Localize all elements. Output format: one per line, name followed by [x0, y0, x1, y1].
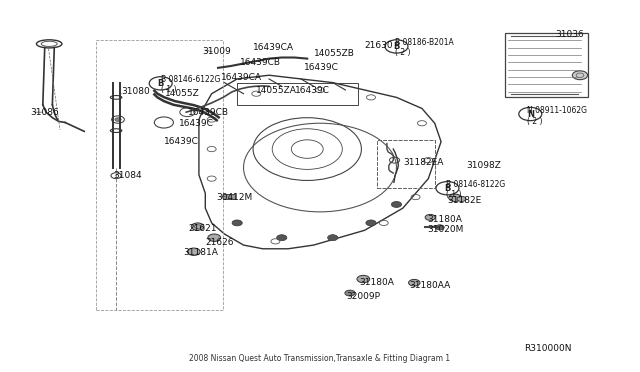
Text: 16439C: 16439C [164, 137, 199, 146]
Bar [237, 83, 358, 105]
Text: B 08146-8122G
( 1 ): B 08146-8122G ( 1 ) [446, 180, 506, 199]
Text: 16439C: 16439C [304, 63, 339, 72]
Text: 32009P: 32009P [347, 292, 381, 301]
Circle shape [385, 40, 408, 53]
Text: 16439CA: 16439CA [221, 73, 262, 81]
Text: 31180AA: 31180AA [409, 281, 451, 290]
Text: 31020M: 31020M [427, 225, 463, 234]
Text: 21630: 21630 [365, 41, 393, 50]
Text: 31181A: 31181A [183, 248, 218, 257]
Circle shape [345, 290, 355, 296]
Text: 31180A: 31180A [427, 215, 462, 224]
Bar [505, 33, 588, 97]
Text: 31084: 31084 [113, 171, 141, 180]
Text: 16439C: 16439C [179, 119, 213, 128]
Text: 14055Z: 14055Z [164, 89, 199, 98]
Circle shape [436, 182, 459, 195]
Text: 31182EA: 31182EA [403, 157, 444, 167]
Text: 21621: 21621 [189, 224, 217, 233]
Circle shape [366, 220, 376, 226]
Circle shape [425, 214, 435, 220]
Circle shape [392, 202, 401, 208]
Text: 30412M: 30412M [216, 193, 252, 202]
Text: 14055ZA: 14055ZA [256, 86, 297, 95]
Circle shape [208, 234, 221, 241]
Text: 31086: 31086 [30, 108, 59, 117]
Circle shape [357, 275, 370, 283]
Circle shape [188, 248, 200, 256]
Text: R310000N: R310000N [524, 344, 572, 353]
Text: N 08911-1062G
( 2 ): N 08911-1062G ( 2 ) [527, 106, 587, 125]
Circle shape [435, 225, 444, 230]
Text: 16439CA: 16439CA [253, 43, 294, 52]
Bar [378, 140, 435, 188]
Bar [223, 195, 235, 199]
Bar [96, 40, 223, 310]
Text: 31009: 31009 [202, 47, 231, 56]
Circle shape [149, 77, 172, 90]
Circle shape [191, 223, 204, 230]
Circle shape [232, 220, 243, 226]
Circle shape [408, 279, 420, 286]
Text: 14055ZB: 14055ZB [314, 49, 355, 58]
Text: 21626: 21626 [205, 238, 234, 247]
Text: 31036: 31036 [556, 30, 584, 39]
Text: 16439CB: 16439CB [241, 58, 282, 67]
Text: B: B [444, 184, 451, 193]
Text: 31182E: 31182E [447, 196, 482, 205]
Text: 16439CB: 16439CB [188, 108, 228, 117]
Text: B: B [393, 42, 399, 51]
Circle shape [457, 196, 466, 202]
Circle shape [276, 235, 287, 241]
Circle shape [115, 118, 121, 121]
Text: 31180A: 31180A [360, 278, 394, 287]
Circle shape [449, 194, 461, 202]
Bar [378, 140, 435, 188]
Text: 31080: 31080 [121, 87, 150, 96]
Text: B: B [157, 79, 164, 88]
Text: 16439C: 16439C [294, 86, 330, 94]
Text: 31098Z: 31098Z [467, 161, 501, 170]
Circle shape [519, 108, 541, 121]
Text: N: N [527, 109, 534, 119]
Circle shape [328, 235, 338, 241]
Text: B 08186-B201A
( 2 ): B 08186-B201A ( 2 ) [395, 38, 454, 57]
Circle shape [572, 71, 588, 80]
Text: B 08146-6122G
( 1 ): B 08146-6122G ( 1 ) [161, 75, 220, 94]
Text: 2008 Nissan Quest Auto Transmission,Transaxle & Fitting Diagram 1: 2008 Nissan Quest Auto Transmission,Tran… [189, 354, 451, 363]
